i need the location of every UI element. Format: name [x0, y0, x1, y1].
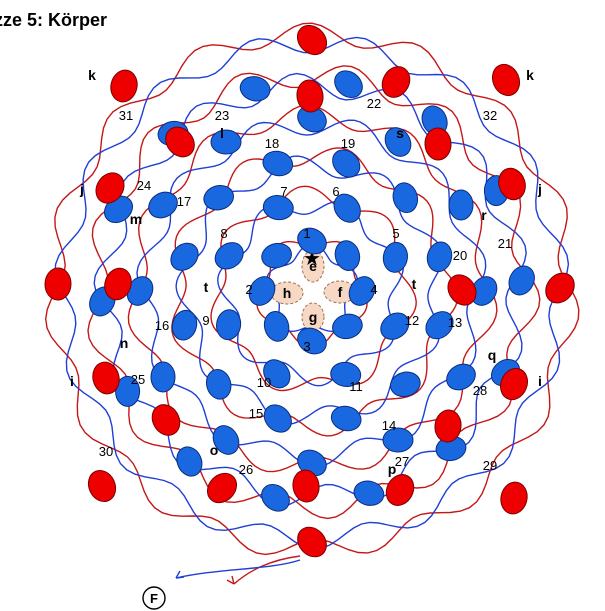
- letter-label-m: m: [130, 211, 142, 227]
- region-label-1: 1: [303, 226, 310, 241]
- blue-node-15: [210, 237, 248, 274]
- arrow-head-blue: [176, 571, 184, 578]
- red-node: [424, 127, 452, 160]
- red-node: [540, 267, 580, 308]
- blue-node-2: [449, 190, 473, 220]
- region-label-21: 21: [498, 236, 512, 251]
- region-label-18: 18: [265, 136, 279, 151]
- letter-label-i: i: [538, 373, 542, 389]
- center-letter: h: [283, 285, 292, 301]
- red-node: [108, 67, 141, 104]
- region-label-14: 14: [382, 418, 396, 433]
- region-label-12: 12: [405, 313, 419, 328]
- letter-label-q: q: [488, 347, 497, 363]
- red-ring-line: [211, 186, 416, 390]
- letter-label-n: n: [120, 335, 129, 351]
- region-label-23: 23: [215, 108, 229, 123]
- region-label-30: 30: [99, 444, 113, 459]
- exit-line-red: [234, 556, 300, 584]
- region-label-8: 8: [220, 226, 227, 241]
- region-label-24: 24: [137, 178, 151, 193]
- region-label-5: 5: [392, 226, 399, 241]
- region-label-16: 16: [155, 318, 169, 333]
- blue-node-19: [424, 239, 455, 274]
- region-label-31: 31: [119, 108, 133, 123]
- region-label-2: 2: [245, 282, 252, 297]
- region-label-32: 32: [483, 108, 497, 123]
- letter-label-i: i: [70, 373, 74, 389]
- region-label-10: 10: [257, 375, 271, 390]
- letter-label-j: j: [79, 181, 84, 197]
- region-label-7: 7: [280, 184, 287, 199]
- letter-label-o: o: [210, 442, 219, 458]
- letter-label-k: k: [88, 67, 96, 83]
- red-node: [83, 466, 120, 506]
- blue-node-5: [293, 323, 331, 359]
- center-node-h: h: [271, 282, 303, 304]
- blue-node-20: [256, 479, 294, 517]
- center-letter: g: [309, 309, 318, 325]
- region-label-9: 9: [202, 313, 209, 328]
- blue-node-4: [330, 311, 365, 342]
- end-marker: F: [143, 587, 165, 609]
- blue-ring-line: [137, 120, 486, 467]
- letter-label-t: t: [204, 279, 209, 295]
- region-label-3: 3: [303, 339, 310, 354]
- region-label-20: 20: [453, 248, 467, 263]
- blue-node-24: [203, 367, 234, 402]
- letter-label-l: l: [220, 125, 224, 141]
- blue-node-16: [504, 262, 539, 300]
- blue-node-22: [329, 403, 364, 434]
- letter-label-s: s: [396, 125, 404, 141]
- blue-node-21: [388, 369, 423, 400]
- region-label-13: 13: [448, 315, 462, 330]
- exit-line-blue: [176, 560, 300, 578]
- region-label-25: 25: [131, 372, 145, 387]
- region-label-19: 19: [341, 136, 355, 151]
- region-label-11: 11: [349, 379, 363, 394]
- region-label-26: 26: [239, 462, 253, 477]
- blue-node-8: [259, 240, 294, 271]
- red-node: [488, 60, 525, 100]
- blue-node-10: [381, 241, 409, 274]
- region-label-17: 17: [177, 194, 191, 209]
- red-node: [498, 480, 530, 517]
- blue-node-2: [332, 238, 363, 273]
- blue-node-28: [260, 148, 295, 179]
- blue-node-26: [165, 238, 203, 276]
- letter-label-j: j: [537, 181, 542, 197]
- region-label-28: 28: [473, 383, 487, 398]
- blue-node-11: [211, 130, 241, 154]
- blue-node-6: [261, 309, 292, 344]
- letter-label-r: r: [481, 207, 487, 223]
- letter-label-t: t: [412, 276, 417, 292]
- region-label-27: 27: [395, 454, 409, 469]
- center-node-g: g: [302, 303, 324, 331]
- region-label-15: 15: [249, 406, 263, 421]
- end-label: F: [150, 591, 158, 606]
- blue-node-18: [390, 180, 421, 215]
- diagram-title: zze 5: Körper: [0, 10, 107, 31]
- letter-label-p: p: [388, 461, 397, 477]
- blue-node-8: [151, 362, 175, 392]
- blue-node-23: [259, 399, 297, 437]
- blue-node-19: [351, 478, 386, 509]
- letter-label-k: k: [526, 67, 534, 83]
- region-label-4: 4: [370, 282, 377, 297]
- red-node: [44, 268, 71, 301]
- region-label-22: 22: [367, 96, 381, 111]
- red-node: [381, 470, 419, 510]
- region-label-6: 6: [332, 184, 339, 199]
- red-nodes: [44, 19, 580, 562]
- center-letter: f: [338, 284, 343, 300]
- arrow-head-red: [227, 576, 234, 584]
- region-label-29: 29: [483, 458, 497, 473]
- blue-node-13: [329, 65, 367, 103]
